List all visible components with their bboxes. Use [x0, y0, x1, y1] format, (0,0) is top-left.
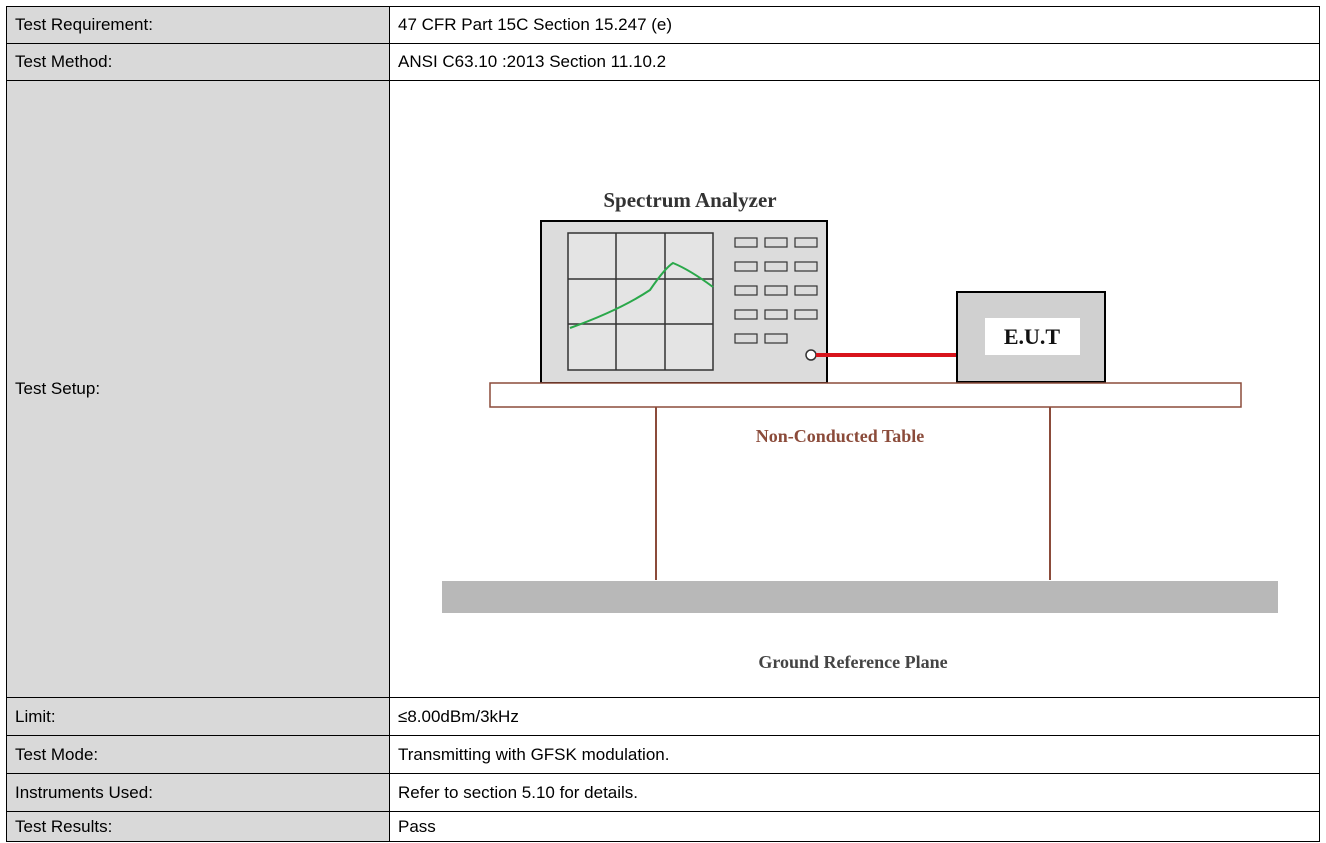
row-label: Test Mode: — [6, 735, 390, 774]
analyzer-screen — [567, 232, 714, 371]
screen-grid — [568, 233, 713, 370]
row-label: Test Requirement: — [6, 6, 390, 44]
table-top — [489, 382, 1242, 408]
ground-label: Ground Reference Plane — [758, 652, 947, 672]
row-value: Refer to section 5.10 for details. — [389, 773, 1320, 812]
row-value: Transmitting with GFSK modulation. — [389, 735, 1320, 774]
row-value: ANSI C63.10 :2013 Section 11.10.2 — [389, 43, 1320, 81]
row-label: Test Method: — [6, 43, 390, 81]
rf-port — [805, 349, 817, 361]
setup-diagram: Spectrum Analyzer E.U.T Non — [442, 188, 1278, 672]
analyzer-buttons — [734, 237, 818, 344]
analyzer-label: Spectrum Analyzer — [603, 188, 776, 212]
row-value: ≤8.00dBm/3kHz — [389, 697, 1320, 736]
row-label: Test Setup: — [6, 80, 390, 698]
row-value: Spectrum Analyzer E.U.T Non — [389, 80, 1320, 698]
row-label: Limit: — [6, 697, 390, 736]
table-label: Non-Conducted Table — [756, 426, 925, 446]
ground-plane — [442, 581, 1278, 613]
row-label: Test Results: — [6, 811, 390, 842]
spectrum-trace — [569, 261, 714, 329]
eut-label-bg — [985, 318, 1080, 355]
eut-label: E.U.T — [1004, 324, 1061, 349]
row-value: Pass — [389, 811, 1320, 842]
row-value: 47 CFR Part 15C Section 15.247 (e) — [389, 6, 1320, 44]
row-label: Instruments Used: — [6, 773, 390, 812]
